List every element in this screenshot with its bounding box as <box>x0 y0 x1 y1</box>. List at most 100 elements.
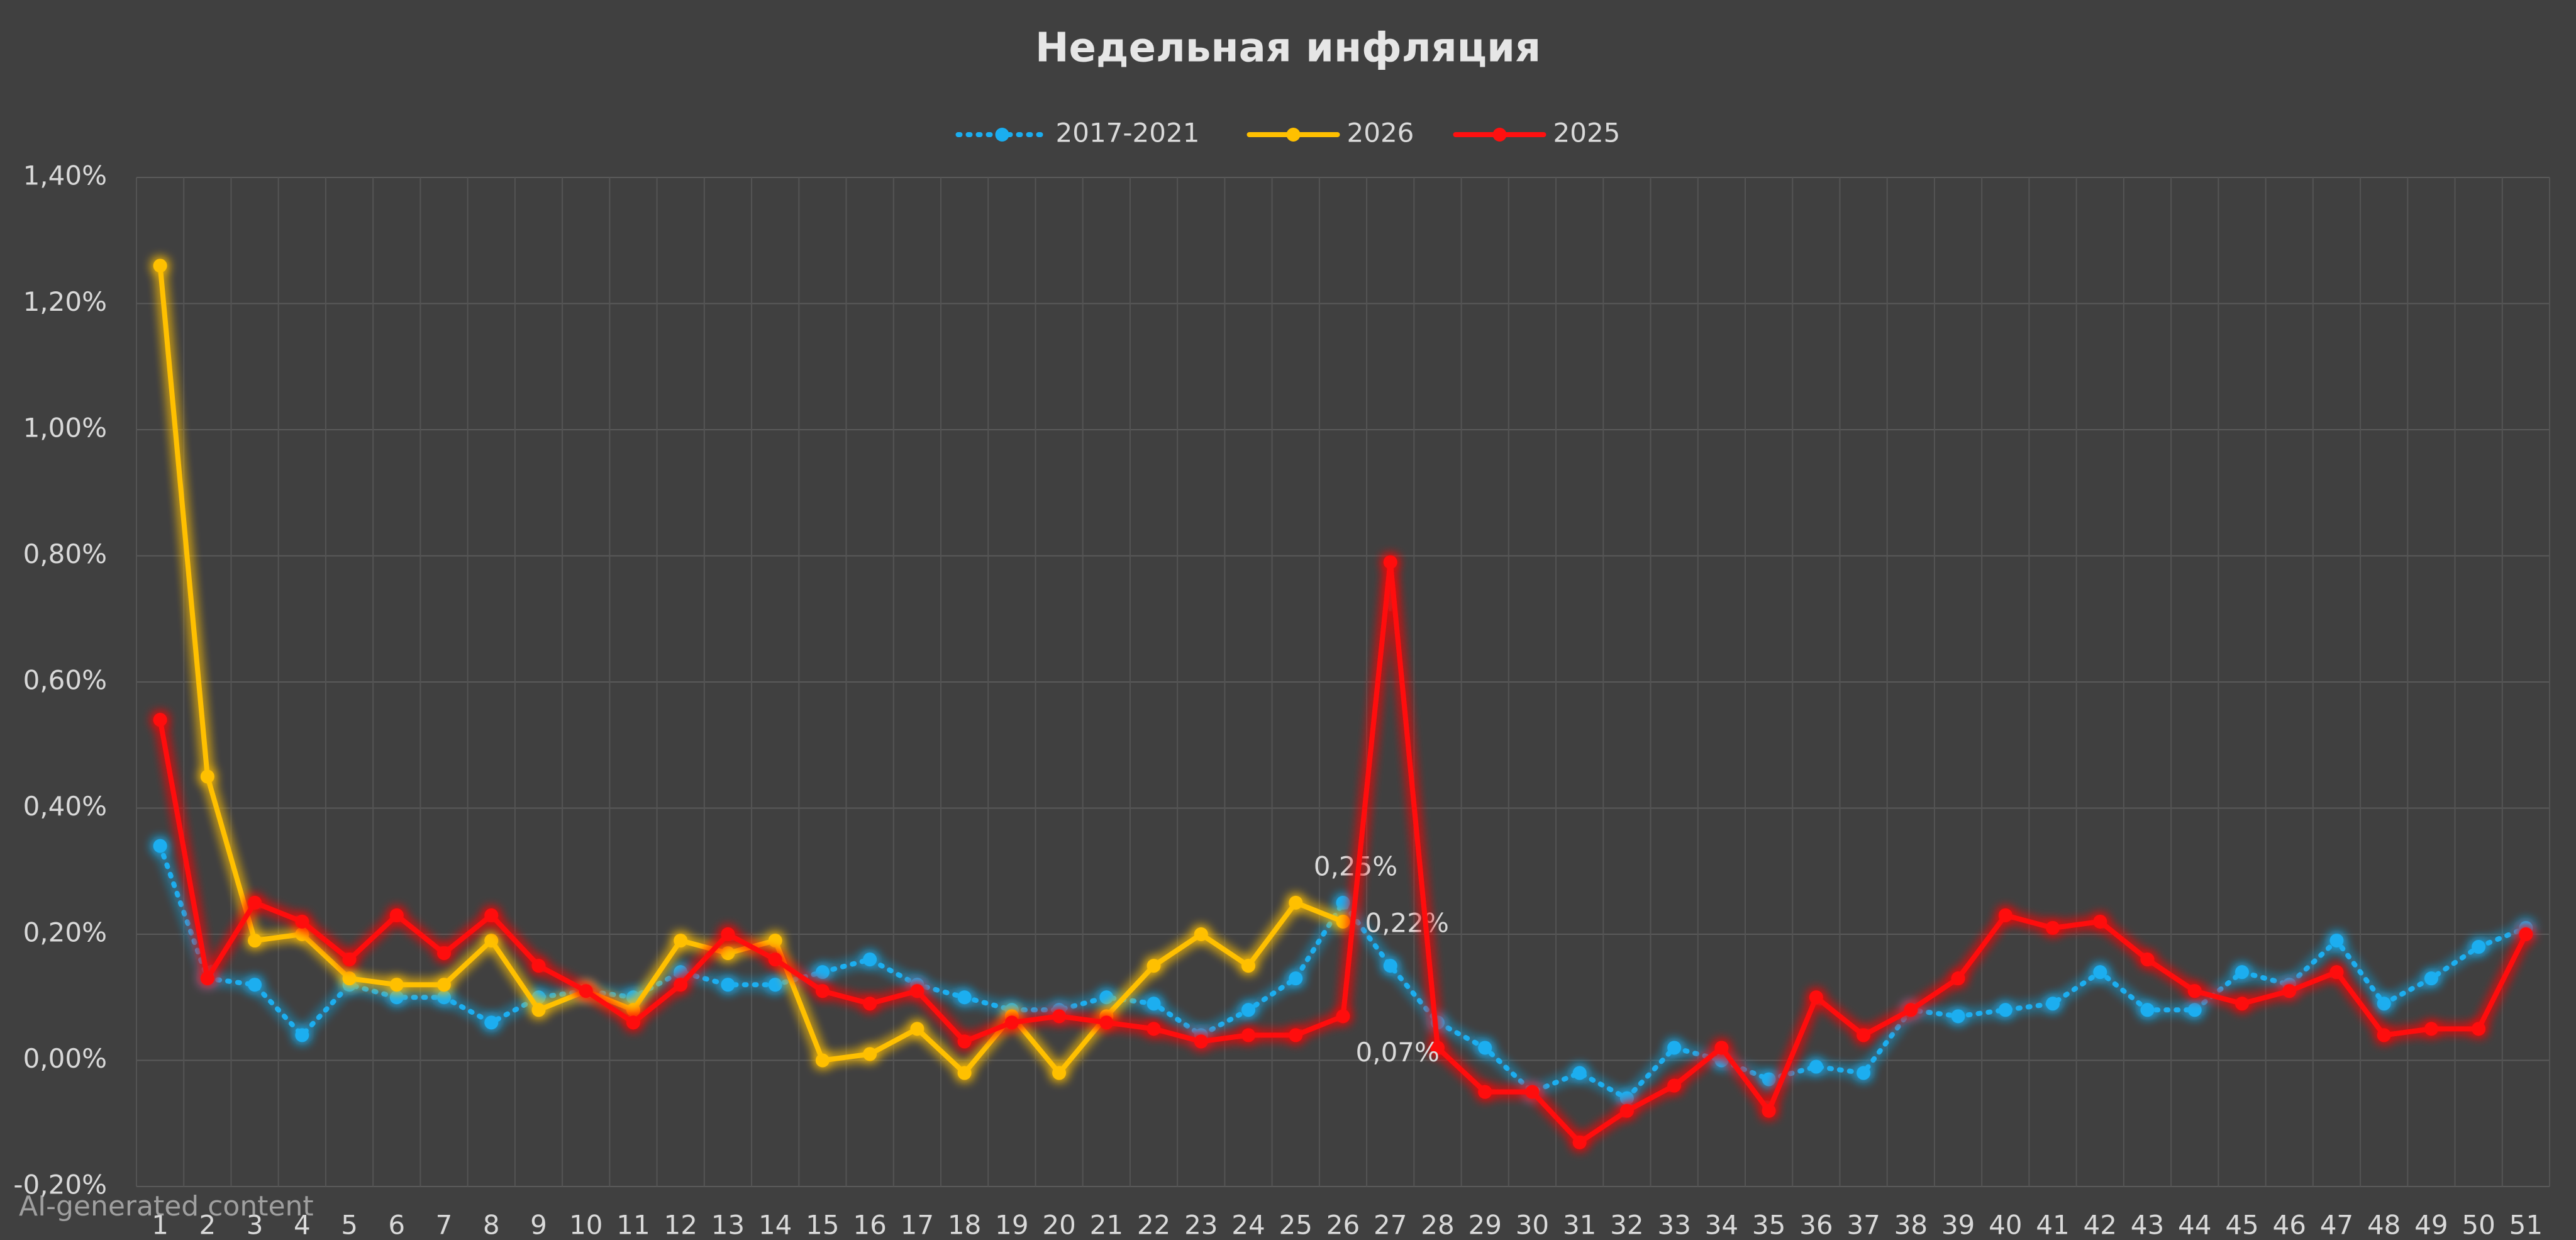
x-tick-label: 5 <box>341 1210 358 1240</box>
x-tick-label: 34 <box>1705 1210 1738 1240</box>
point <box>295 1028 309 1042</box>
point <box>1004 1015 1019 1030</box>
point <box>484 934 499 948</box>
point <box>2472 940 2486 954</box>
point <box>2377 1028 2391 1042</box>
point <box>2424 971 2438 986</box>
x-tick-label: 26 <box>1326 1210 1360 1240</box>
point <box>2093 914 2107 929</box>
x-tick-label: 6 <box>388 1210 405 1240</box>
x-tick-label: 29 <box>1468 1210 1501 1240</box>
x-tick-label: 27 <box>1374 1210 1407 1240</box>
point <box>295 927 309 941</box>
point <box>1478 1085 1492 1099</box>
point <box>531 1003 546 1017</box>
point <box>1572 1135 1587 1149</box>
point <box>1336 895 1350 910</box>
point <box>1241 959 1256 973</box>
x-tick-label: 24 <box>1231 1210 1265 1240</box>
x-tick-label: 18 <box>948 1210 981 1240</box>
x-tick-label: 19 <box>995 1210 1028 1240</box>
point <box>1619 1103 1634 1118</box>
x-tick-label: 47 <box>2320 1210 2353 1240</box>
x-tick-label: 33 <box>1657 1210 1690 1240</box>
point <box>957 1066 972 1080</box>
point <box>2424 1022 2438 1036</box>
point <box>863 997 877 1011</box>
point <box>389 978 404 992</box>
legend-item: 2026 <box>1246 118 1414 148</box>
point <box>342 952 357 967</box>
x-tick-label: 21 <box>1090 1210 1123 1240</box>
point <box>1809 990 1823 1005</box>
point <box>674 978 688 992</box>
x-tick-label: 50 <box>2462 1210 2495 1240</box>
x-tick-label: 38 <box>1894 1210 1928 1240</box>
point <box>342 971 357 986</box>
x-tick-label: 23 <box>1184 1210 1218 1240</box>
x-tick-label: 48 <box>2367 1210 2401 1240</box>
point <box>1289 895 1303 910</box>
x-tick-label: 31 <box>1563 1210 1596 1240</box>
point <box>153 713 167 727</box>
point <box>1383 555 1397 569</box>
point <box>815 965 830 980</box>
point <box>248 895 262 910</box>
x-tick-label: 39 <box>1941 1210 1975 1240</box>
point <box>1951 1009 1965 1024</box>
legend-item: 2025 <box>1453 118 1620 148</box>
point <box>2329 934 2344 948</box>
y-tick-label: 1,40% <box>23 160 107 191</box>
x-tick-label: 25 <box>1279 1210 1313 1240</box>
point <box>437 946 452 961</box>
x-tick-label: 7 <box>436 1210 453 1240</box>
x-tick-label: 20 <box>1042 1210 1075 1240</box>
series <box>153 555 2533 1149</box>
point <box>1241 1028 1256 1042</box>
point <box>2235 997 2249 1011</box>
point <box>1099 990 1114 1005</box>
point <box>674 934 688 948</box>
point <box>1714 1041 1729 1055</box>
point <box>200 971 214 986</box>
y-tick-label: 0,00% <box>23 1043 107 1074</box>
point <box>1525 1085 1540 1099</box>
x-tick-label: 14 <box>758 1210 792 1240</box>
point <box>2187 1003 2202 1017</box>
point <box>1052 1066 1067 1080</box>
legend-item: 2017-2021 <box>955 118 1199 148</box>
point <box>1241 1003 1256 1017</box>
point <box>1998 908 2012 922</box>
point <box>1714 1053 1729 1068</box>
legend-marker <box>995 128 1009 142</box>
data-label: 0,22% <box>1365 907 1449 938</box>
point <box>626 1015 640 1030</box>
point <box>295 914 309 929</box>
x-tick-label: 45 <box>2225 1210 2258 1240</box>
y-tick-label: 1,00% <box>23 413 107 444</box>
series-line <box>157 843 2529 1101</box>
point <box>957 1034 972 1049</box>
x-tick-label: 44 <box>2178 1210 2211 1240</box>
x-tick-label: 2 <box>199 1210 216 1240</box>
x-tick-label: 37 <box>1846 1210 1880 1240</box>
point <box>1099 1015 1114 1030</box>
chart-title: Недельная инфляция <box>1035 25 1541 72</box>
point <box>248 978 262 992</box>
x-tick-label: 12 <box>663 1210 697 1240</box>
point <box>1667 1078 1682 1093</box>
point <box>815 1053 830 1068</box>
x-tick-label: 10 <box>569 1210 602 1240</box>
point <box>768 978 782 992</box>
point <box>2093 965 2107 980</box>
point <box>1194 1034 1208 1049</box>
x-tick-label: 42 <box>2084 1210 2117 1240</box>
point <box>1667 1041 1682 1055</box>
x-tick-label: 51 <box>2509 1210 2543 1240</box>
x-tick-label: 46 <box>2272 1210 2306 1240</box>
x-tick-label: 40 <box>1989 1210 2022 1240</box>
point <box>1478 1041 1492 1055</box>
point <box>1857 1066 1871 1080</box>
